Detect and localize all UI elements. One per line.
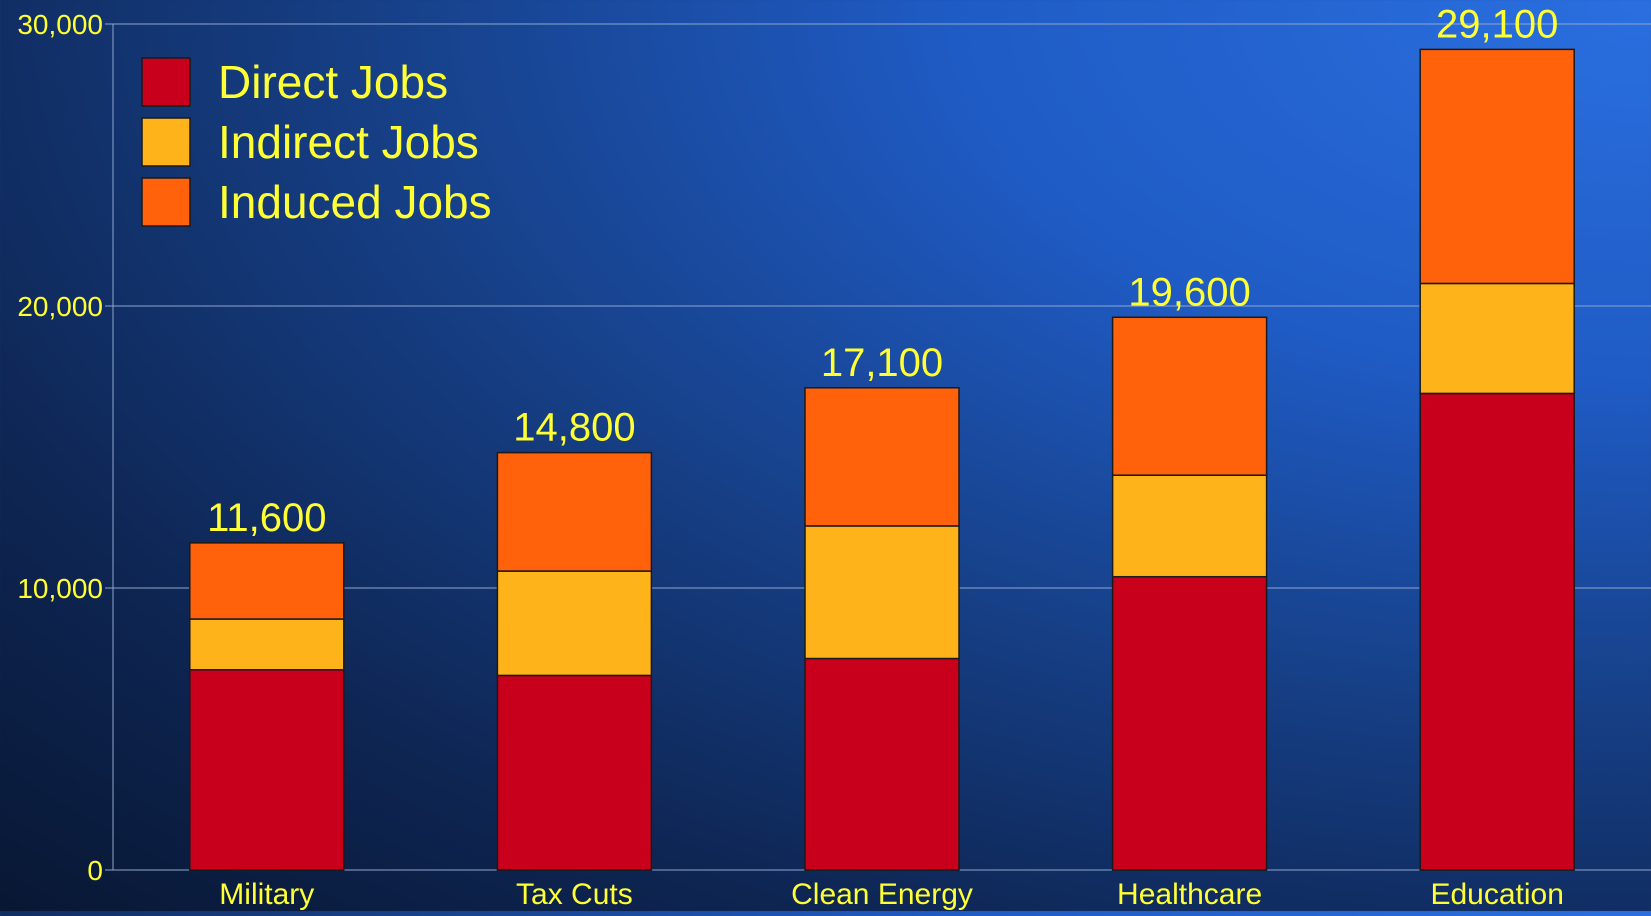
x-category-label: Healthcare: [1117, 878, 1262, 911]
legend-swatch: [141, 117, 191, 167]
bar-segment-indirect-jobs: [189, 618, 345, 671]
x-category-label: Clean Energy: [791, 878, 973, 911]
y-tick-label: 20,000: [17, 291, 103, 322]
bar-segment-induced-jobs: [1419, 48, 1575, 285]
bar-segment-direct-jobs: [1111, 575, 1268, 871]
x-category-label: Military: [219, 878, 314, 911]
legend-label: Indirect Jobs: [218, 116, 479, 168]
bar-segment-induced-jobs: [804, 387, 960, 527]
bar-segment-direct-jobs: [1419, 392, 1575, 871]
bar-segment-direct-jobs: [189, 669, 345, 871]
labels: 0 10,000 20,000 30,000 11,600 Military 14,800 T…: [17, 2, 1564, 911]
bar-segment-indirect-jobs: [804, 525, 960, 660]
y-tick-label: 30,000: [17, 9, 103, 40]
bar-segment-induced-jobs: [189, 542, 345, 620]
legend-label: Direct Jobs: [218, 56, 448, 108]
bar-segment-direct-jobs: [496, 674, 653, 871]
bar-total-label: 19,600: [1128, 270, 1250, 314]
x-category-label: Education: [1430, 878, 1563, 911]
bar-segment-indirect-jobs: [1419, 282, 1575, 395]
bar-total-label: 14,800: [513, 406, 635, 450]
bar-segment-induced-jobs: [1111, 316, 1268, 476]
bars: [189, 48, 1575, 871]
x-category-label: Tax Cuts: [516, 878, 633, 911]
bar-total-label: 11,600: [207, 496, 326, 540]
bar-total-label: 29,100: [1436, 2, 1558, 46]
bar-segment-direct-jobs: [804, 657, 960, 871]
bar-segment-induced-jobs: [496, 451, 653, 572]
legend-label: Induced Jobs: [218, 176, 492, 228]
y-tick-label: 0: [87, 855, 103, 886]
bar-total-label: 17,100: [821, 341, 943, 385]
y-tick-label: 10,000: [17, 573, 103, 604]
legend-swatch: [141, 57, 191, 107]
legend-swatch: [141, 177, 191, 227]
bar-segment-indirect-jobs: [496, 570, 653, 677]
bar-segment-indirect-jobs: [1111, 474, 1268, 578]
legend: Direct Jobs Indirect Jobs Induced Jobs: [141, 56, 492, 228]
